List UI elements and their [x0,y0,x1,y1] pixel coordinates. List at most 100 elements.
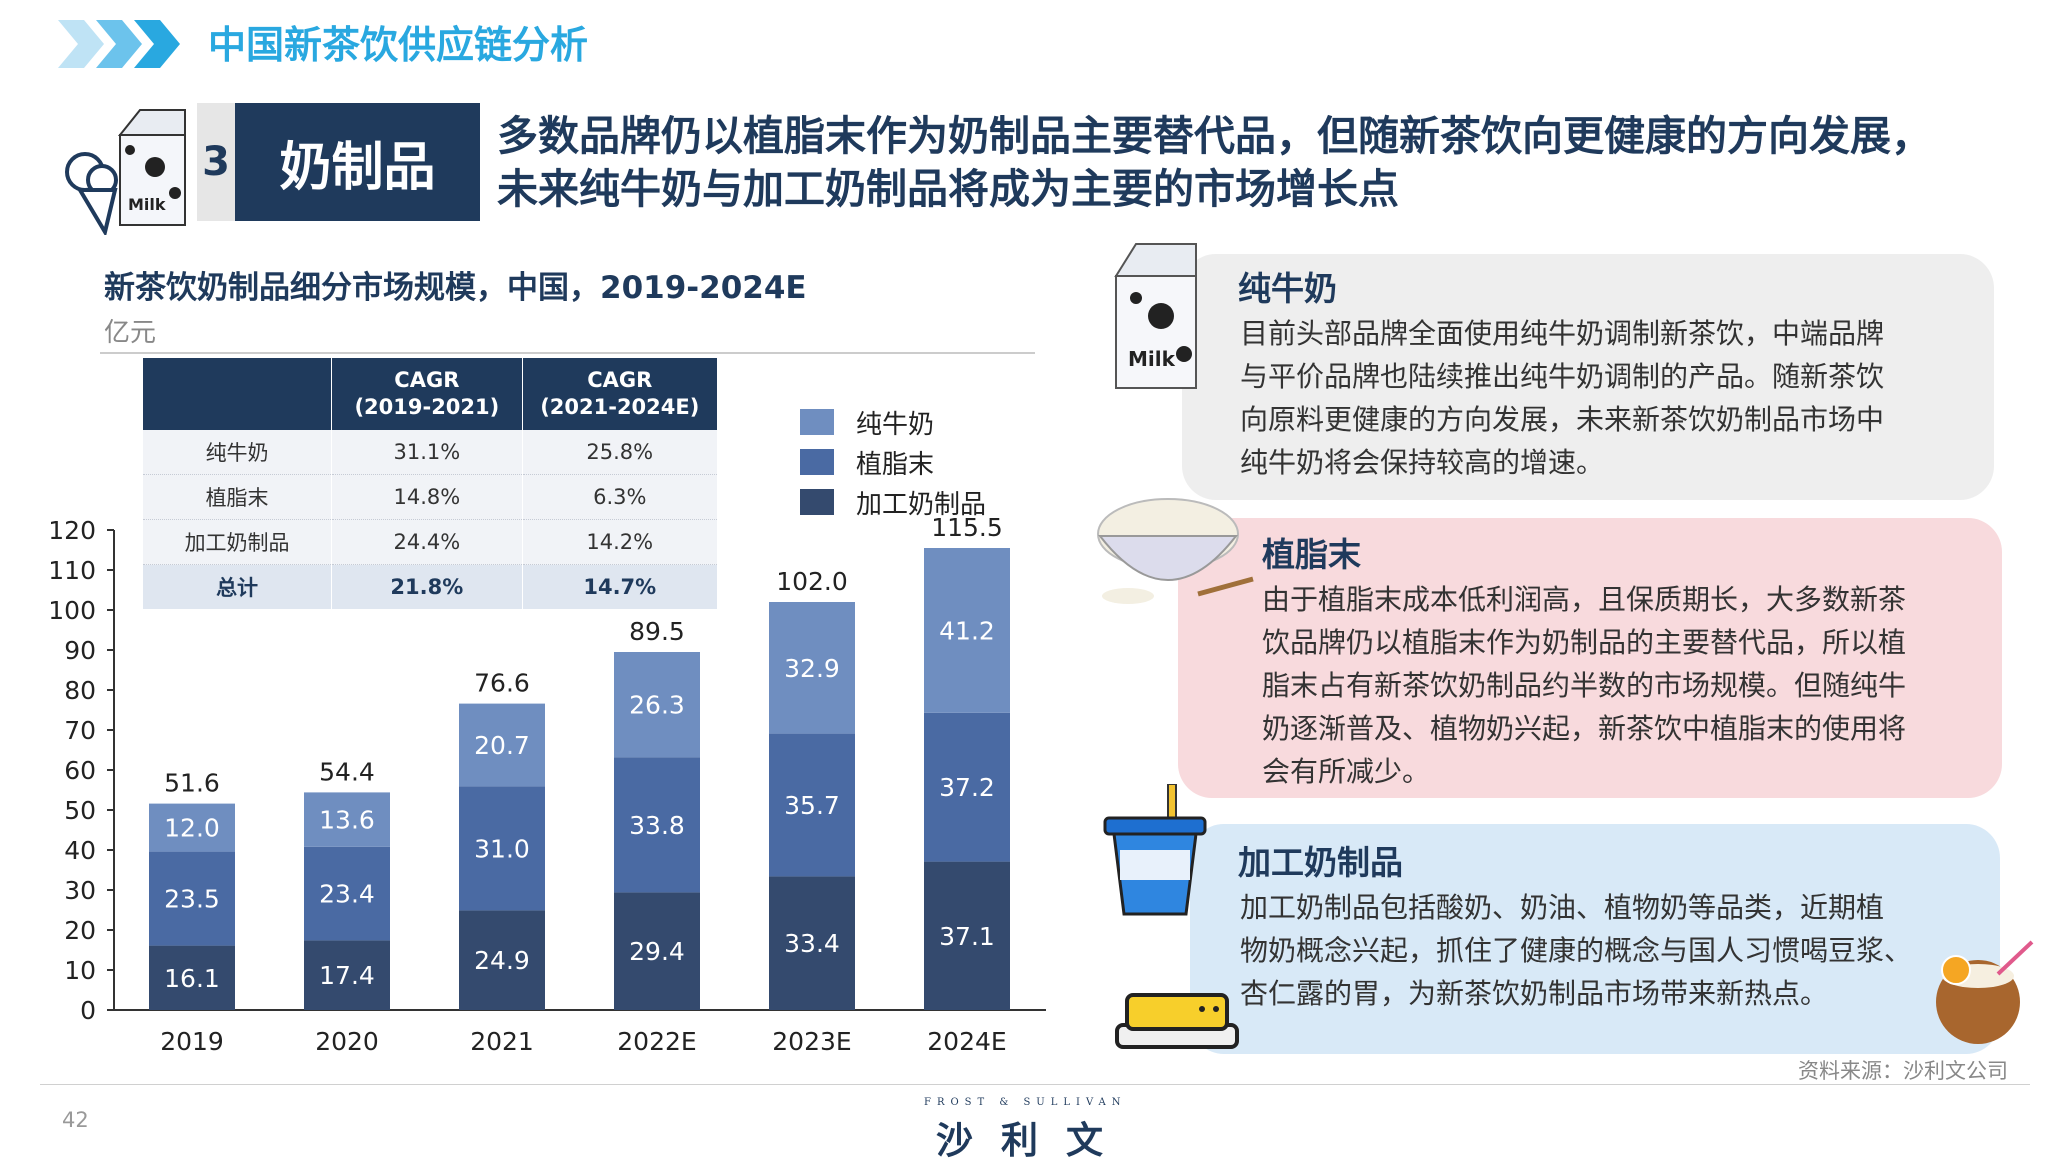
data-label: 33.4 [784,929,840,958]
bar-segment [769,733,855,877]
cagr-header-label: CAGR [587,368,653,392]
bar-segment [924,861,1010,1010]
cagr-table: CAGR (2019-2021) CAGR (2021-2024E) 纯牛奶 3… [143,358,719,609]
table-row-total: 总计 21.8% 14.7% [143,564,719,609]
source-note: 资料来源：沙利文公司 [1798,1059,2008,1083]
data-label: 33.8 [629,811,685,840]
card-line: 由于植脂末成本低利润高，且保质期长，大多数新茶 [1262,583,1907,616]
card-title: 纯牛奶 [1238,269,1337,308]
y-tick-label: 10 [64,956,96,985]
legend-label: 植脂末 [856,449,935,480]
data-label: 29.4 [629,937,685,966]
cagr-value: 14.7% [522,564,719,609]
chevron-arrows-icon [58,20,180,68]
bar-segment [924,712,1010,862]
headline-line-2: 未来纯牛奶与加工奶制品将成为主要的市场增长点 [497,165,1399,213]
total-label: 54.4 [319,757,375,786]
total-label: 102.0 [776,567,848,596]
coconut-drink-icon [1936,940,2034,1044]
y-tick-label: 0 [80,996,96,1025]
footer-divider [40,1084,2030,1085]
table-row: 植脂末 14.8% 6.3% [143,474,719,520]
cagr-header-2019-2021: CAGR (2019-2021) [331,358,523,430]
table-row: 加工奶制品 24.4% 14.2% [143,519,719,565]
data-label: 41.2 [939,616,995,645]
y-tick-label: 80 [64,676,96,705]
card-line: 饮品牌仍以植脂末作为奶制品的主要替代品，所以植 [1262,626,1907,659]
chart-unit: 亿元 [104,318,157,348]
total-label: 115.5 [931,513,1003,542]
card-line: 奶逐渐普及、植物奶兴起，新茶饮中植脂末的使用将 [1262,712,1907,745]
y-tick-label: 30 [64,876,96,905]
y-tick-label: 20 [64,916,96,945]
cagr-header-label: CAGR [394,368,460,392]
legend-item: 植脂末 [800,442,986,482]
cagr-value: 25.8% [522,430,719,475]
svg-text:Milk: Milk [1128,347,1176,371]
bar-segment [304,940,390,1010]
y-tick-label: 40 [64,836,96,865]
chart-divider [100,352,1035,354]
data-label: 16.1 [164,964,220,993]
data-label: 37.1 [939,922,995,951]
card-body: 由于植脂末成本低利润高，且保质期长，大多数新茶 饮品牌仍以植脂末作为奶制品的主要… [1262,578,1992,793]
data-label: 31.0 [474,834,530,863]
data-label: 13.6 [319,806,375,835]
data-label: 23.4 [319,880,375,909]
y-tick-label: 50 [64,796,96,825]
section-headline: 多数品牌仍以植脂末作为奶制品主要替代品，但随新茶饮向更健康的方向发展， 未来纯牛… [497,110,2017,216]
brand-wordmark: FROST & SULLIVAN [924,1097,1127,1108]
row-label: 总计 [143,564,333,609]
card-line: 会有所减少。 [1262,755,1431,788]
data-label: 23.5 [164,885,220,914]
page-number: 42 [62,1108,89,1132]
data-label: 17.4 [319,961,375,990]
chart-legend: 纯牛奶 植脂末 加工奶制品 [800,402,986,522]
x-tick-label: 2019 [160,1027,224,1056]
card-line: 杏仁露的胃，为新茶饮奶制品市场带来新热点。 [1240,977,1829,1010]
y-tick-label: 90 [64,636,96,665]
legend-swatch [800,449,834,475]
cagr-header-row: CAGR (2019-2021) CAGR (2021-2024E) [143,358,719,430]
x-tick-label: 2021 [470,1027,534,1056]
data-label: 35.7 [784,791,840,820]
y-tick-label: 100 [48,596,96,625]
card-creamer [1178,518,2002,798]
legend-swatch [800,409,834,435]
cagr-value: 31.1% [331,430,523,475]
y-tick-label: 70 [64,716,96,745]
cagr-header-range: (2019-2021) [354,395,500,419]
bar-segment [614,652,700,758]
butter-icon [1115,993,1239,1049]
brand-logo: 沙利文 [936,1119,1131,1162]
cagr-value: 6.3% [522,474,719,520]
cagr-value: 21.8% [331,564,523,609]
bar-segment [149,851,235,946]
y-tick-label: 60 [64,756,96,785]
bar-segment [459,703,545,787]
bar-segment [769,602,855,734]
card-line: 加工奶制品包括酸奶、奶油、植物奶等品类，近期植 [1240,891,1885,924]
card-line: 物奶概念兴起，抓住了健康的概念与国人习惯喝豆浆、 [1240,934,1913,967]
y-tick-label: 120 [48,516,96,545]
stacked-bar-chart: 0 10 20 30 40 50 60 70 80 90 100 110 120 16.1 23.5 12.0… [48,513,1046,1056]
card-body: 目前头部品牌全面使用纯牛奶调制新茶饮，中端品牌 与平价品牌也陆续推出纯牛奶调制的… [1240,312,1980,484]
data-label: 32.9 [784,654,840,683]
x-tick-label: 2024E [927,1027,1006,1056]
legend-item: 纯牛奶 [800,402,986,442]
milk-carton-icon: Milk [117,109,186,226]
y-tick-label: 110 [48,556,96,585]
card-line: 目前头部品牌全面使用纯牛奶调制新茶饮，中端品牌 [1240,317,1885,350]
bar-segment [149,803,235,852]
milk-carton-icon: Milk [1114,243,1197,389]
bar-segment [149,945,235,1010]
card-line: 向原料更健康的方向发展，未来新茶饮奶制品市场中 [1240,403,1885,436]
total-label: 89.5 [629,617,685,646]
data-label: 20.7 [474,731,530,760]
card-title: 加工奶制品 [1238,843,1403,882]
row-label: 纯牛奶 [143,430,333,475]
bar-segment [304,792,390,847]
data-label: 37.2 [939,773,995,802]
card-line: 纯牛奶将会保持较高的增速。 [1240,446,1605,479]
x-tick-label: 2023E [772,1027,851,1056]
